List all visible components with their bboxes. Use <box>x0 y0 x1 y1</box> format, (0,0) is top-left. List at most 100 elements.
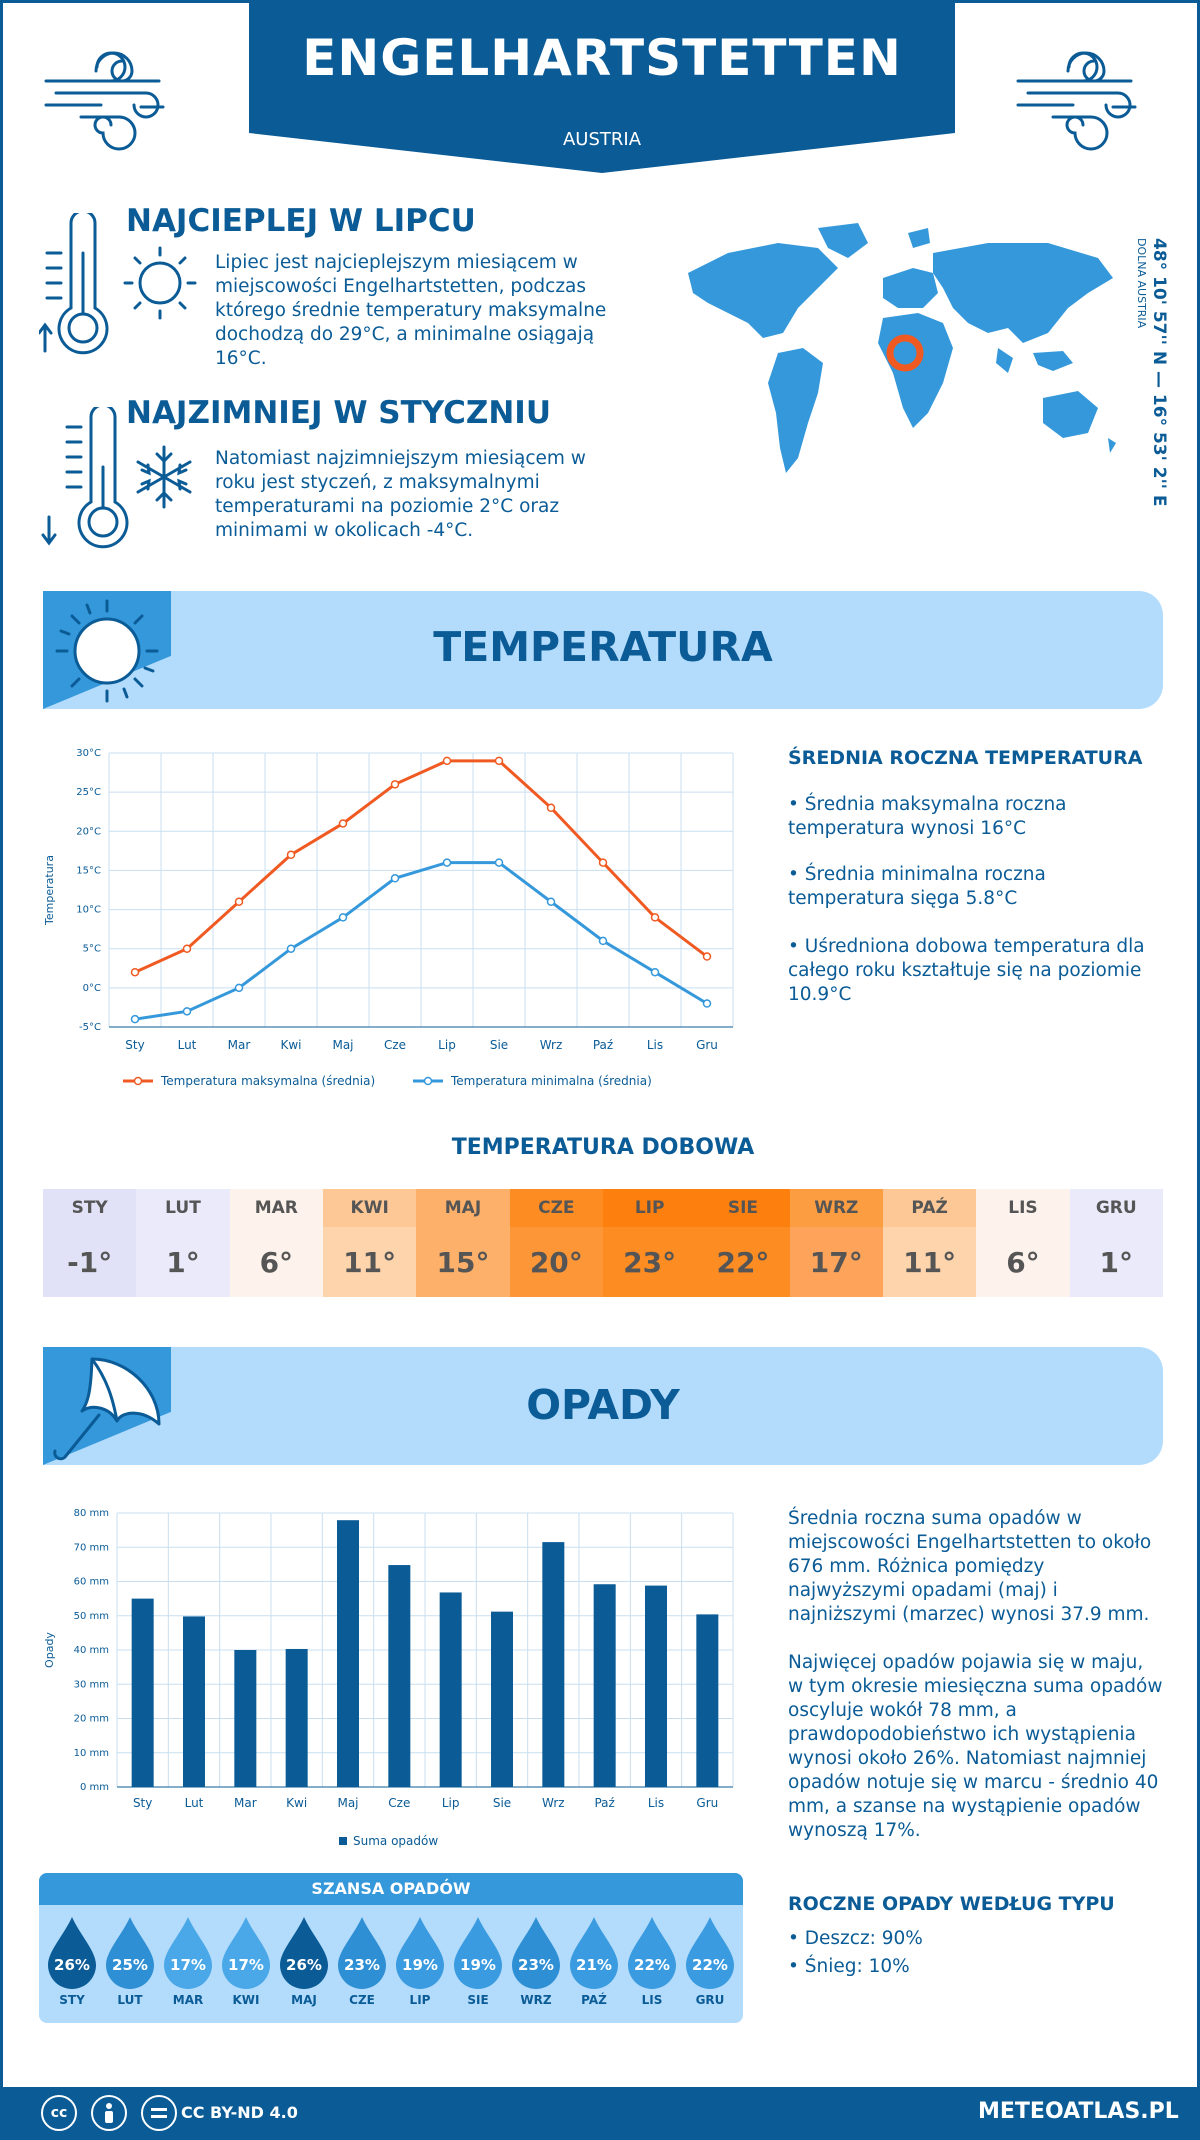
y-tick-label: 30°C <box>76 748 101 759</box>
x-tick-label: Sie <box>493 1796 511 1810</box>
y-tick-label: 20°C <box>76 826 101 837</box>
daily-month-label: KWI <box>322 1189 417 1227</box>
daily-month-label: LIP <box>602 1189 697 1227</box>
coordinates: 48° 10' 57'' N — 16° 53' 2'' E <box>1149 238 1169 507</box>
raindrop-icon: 22% <box>686 1917 734 1989</box>
precipitation-summary: Średnia roczna suma opadów w miejscowośc… <box>788 1508 1152 1625</box>
chance-month-label: CZE <box>349 1993 375 2007</box>
daily-temperature-value: 23° <box>602 1227 697 1297</box>
data-point <box>234 983 244 993</box>
daily-cell: MAJ 15° <box>416 1189 510 1297</box>
temperature-stat-min: • Średnia minimalna roczna temperatura s… <box>788 864 1046 909</box>
chance-month-label: WRZ <box>520 1993 552 2007</box>
data-point <box>286 850 296 860</box>
raindrop-shape <box>628 1917 676 1989</box>
raindrop-icon: 26% <box>48 1917 96 1989</box>
raindrop-icon: 25% <box>106 1917 154 1989</box>
chance-drop: 17% MAR <box>160 1915 216 2007</box>
brand-link[interactable]: METEOATLAS.PL <box>978 2099 1179 2124</box>
precipitation-type-title: ROCZNE OPADY WEDŁUG TYPU <box>788 1893 1115 1915</box>
daily-temperature-value: 15° <box>416 1227 510 1297</box>
y-tick-label: 40 mm <box>74 1645 109 1656</box>
coldest-text: Natomiast najzimniejszym miesiącem w rok… <box>215 448 586 541</box>
raindrop-shape <box>454 1917 502 1989</box>
daily-month-label: WRZ <box>789 1189 883 1227</box>
data-point <box>702 952 712 961</box>
precipitation-chance-title: SZANSA OPADÓW <box>39 1873 743 1905</box>
warmest-text: Lipiec jest najcieplejszym miesiącem w m… <box>215 252 607 369</box>
temperature-stats-title: ŚREDNIA ROCZNA TEMPERATURA <box>788 747 1143 769</box>
chance-drop: 23% WRZ <box>508 1915 564 2007</box>
raindrop-shape <box>686 1917 734 1989</box>
daily-temperature-value: 1° <box>1069 1227 1163 1297</box>
x-tick-label: Maj <box>337 1796 358 1810</box>
y-tick-label: 25°C <box>76 787 101 798</box>
raindrop-icon: 23% <box>512 1917 560 1989</box>
raindrop-shape <box>570 1917 618 1989</box>
x-tick-label: Sie <box>490 1038 508 1052</box>
footer <box>3 2087 1200 2140</box>
chance-drop: 17% KWI <box>218 1915 274 2007</box>
bar <box>285 1648 308 1787</box>
x-tick-label: Wrz <box>542 1796 565 1810</box>
region-label: DOLNA AUSTRIA <box>1135 238 1148 329</box>
chance-month-label: LUT <box>117 1993 143 2007</box>
bar <box>696 1614 719 1787</box>
chance-drop: 22% LIS <box>624 1915 680 2007</box>
x-tick-label: Maj <box>332 1038 353 1052</box>
data-point <box>390 780 400 789</box>
series-line <box>134 759 708 974</box>
warmest-title: NAJCIEPLEJ W LIPCU <box>126 203 476 239</box>
raindrop-shape <box>396 1917 444 1989</box>
chance-value: 17% <box>170 1956 206 1974</box>
daily-cell: LIS 6° <box>976 1189 1070 1297</box>
y-tick-label: 0 mm <box>80 1782 109 1793</box>
y-axis-label: Opady <box>43 1632 56 1668</box>
chance-value: 23% <box>344 1956 380 1974</box>
license-label: CC BY-ND 4.0 <box>181 2103 298 2122</box>
daily-cell: GRU 1° <box>1069 1189 1163 1297</box>
chance-value: 23% <box>518 1956 554 1974</box>
chance-drop: 26% STY <box>44 1915 100 2007</box>
x-tick-label: Cze <box>388 1796 410 1810</box>
daily-temperature-value: 20° <box>509 1227 603 1297</box>
y-tick-label: 30 mm <box>74 1679 109 1690</box>
y-tick-label: 60 mm <box>74 1577 109 1588</box>
legend-swatch <box>339 1837 347 1845</box>
y-tick-label: 80 mm <box>74 1508 109 1519</box>
sun-icon <box>55 599 159 703</box>
y-axis-label: Temperatura <box>43 855 56 926</box>
bar <box>131 1598 154 1787</box>
chance-value: 26% <box>54 1956 90 1974</box>
daily-temperature-value: -1° <box>43 1227 137 1297</box>
daily-month-label: CZE <box>509 1189 603 1227</box>
daily-cell: MAR 6° <box>229 1189 323 1297</box>
y-tick-label: 20 mm <box>74 1714 109 1725</box>
daily-cell: SIE 22° <box>696 1189 790 1297</box>
no-derivatives-icon <box>141 2095 177 2131</box>
chance-value: 19% <box>402 1956 438 1974</box>
series-line <box>134 861 708 1021</box>
x-tick-label: Lis <box>647 1038 663 1052</box>
legend-label: Temperatura maksymalna (średnia) <box>160 1074 375 1088</box>
x-tick-label: Wrz <box>540 1038 563 1052</box>
attribution-icon <box>91 2095 127 2131</box>
temperature-section-title: TEMPERATURA <box>433 623 773 671</box>
daily-cell: PAŹ 11° <box>882 1189 977 1297</box>
data-point <box>494 756 504 766</box>
temperature-stat-max: • Średnia maksymalna roczna temperatura … <box>788 794 1067 839</box>
daily-month-label: LUT <box>136 1189 230 1227</box>
daily-cell: STY -1° <box>43 1189 137 1297</box>
data-point <box>182 944 192 953</box>
legend-label: Temperatura minimalna (średnia) <box>450 1074 652 1088</box>
x-tick-label: Gru <box>696 1038 718 1052</box>
chance-month-label: MAR <box>172 1993 204 2007</box>
daily-month-label: MAR <box>229 1189 323 1227</box>
y-tick-label: 0°C <box>83 983 101 994</box>
x-tick-label: Paź <box>593 1038 613 1052</box>
chance-drop: 23% CZE <box>334 1915 390 2007</box>
data-point <box>390 874 400 883</box>
data-point <box>650 913 660 922</box>
chance-drop: 19% SIE <box>450 1915 506 2007</box>
chance-month-label: LIS <box>641 1993 663 2007</box>
